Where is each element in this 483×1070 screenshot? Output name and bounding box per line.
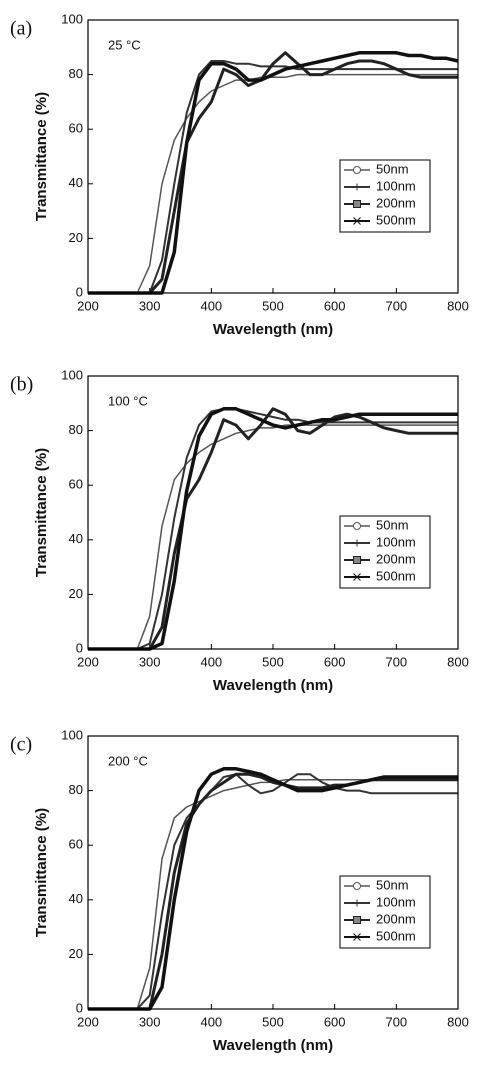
x-tick-label: 400 [200, 654, 222, 669]
y-axis-label: Transmittance (%) [33, 808, 50, 937]
legend-label: 50nm [376, 161, 409, 176]
plot-frame [87, 375, 459, 650]
legend-label: 50nm [376, 517, 409, 532]
annotation: 200 °C [108, 753, 148, 768]
x-tick-label: 500 [262, 298, 284, 313]
x-tick-label: 700 [385, 298, 407, 313]
y-tick-label: 40 [69, 531, 83, 546]
x-tick-label: 300 [139, 298, 161, 313]
panel-label: (c) [10, 734, 32, 756]
x-tick-label: 800 [447, 654, 469, 669]
y-tick-label: 0 [76, 640, 83, 655]
y-axis-label: Transmittance (%) [33, 92, 50, 221]
x-axis-label: Wavelength (nm) [213, 1037, 333, 1054]
legend-marker [353, 933, 361, 941]
y-tick-label: 20 [69, 586, 83, 601]
legend-marker [353, 573, 361, 581]
y-tick-label: 60 [69, 477, 83, 492]
series-line [88, 773, 458, 1010]
x-tick-label: 200 [77, 298, 99, 313]
legend-marker [353, 166, 361, 174]
y-tick-label: 80 [69, 422, 83, 437]
legend-label: 500nm [376, 568, 416, 583]
x-tick-label: 600 [324, 1014, 346, 1029]
legend-marker [353, 183, 361, 191]
x-tick-label: 400 [200, 298, 222, 313]
legend-marker [353, 882, 361, 890]
y-tick-label: 80 [69, 66, 83, 81]
y-tick-label: 20 [69, 230, 83, 245]
y-tick-label: 100 [61, 367, 83, 382]
series-line [88, 73, 458, 294]
legend-marker [353, 217, 361, 225]
panel: (c) 0 20 40 60 80 100 200 300 400 500 600 700 800 Wave… [10, 727, 469, 1054]
legend-marker [353, 539, 361, 547]
series-line [88, 407, 458, 650]
x-tick-label: 300 [139, 654, 161, 669]
annotation: 100 °C [108, 393, 148, 408]
legend-label: 500nm [376, 212, 416, 227]
x-tick-label: 800 [447, 1014, 469, 1029]
x-tick-label: 800 [447, 298, 469, 313]
x-tick-label: 500 [262, 1014, 284, 1029]
panel-label: (a) [10, 18, 32, 40]
legend-marker [353, 200, 361, 208]
x-tick-label: 700 [385, 1014, 407, 1029]
legend-label: 200nm [376, 911, 416, 926]
y-tick-label: 100 [61, 727, 83, 742]
legend-marker [353, 916, 361, 924]
legend-label: 50nm [376, 877, 409, 892]
y-tick-label: 20 [69, 946, 83, 961]
x-tick-label: 300 [139, 1014, 161, 1029]
legend-marker [353, 522, 361, 530]
panel: (b) 0 20 40 60 80 100 200 300 400 500 600 700 800 Wave… [10, 367, 469, 694]
legend-label: 100nm [376, 534, 416, 549]
panel: (a) 0 20 40 60 80 100 200 300 400 500 600 700 800 Wave… [10, 11, 469, 338]
y-tick-label: 60 [69, 837, 83, 852]
panel-label: (b) [10, 374, 33, 396]
y-tick-label: 0 [76, 1000, 83, 1015]
y-tick-label: 60 [69, 121, 83, 136]
legend-label: 200nm [376, 551, 416, 566]
legend-label: 500nm [376, 928, 416, 943]
x-tick-label: 700 [385, 654, 407, 669]
x-tick-label: 200 [77, 1014, 99, 1029]
legend-label: 100nm [376, 178, 416, 193]
x-tick-label: 500 [262, 654, 284, 669]
plot-frame [87, 735, 459, 1010]
x-tick-label: 200 [77, 654, 99, 669]
legend-label: 100nm [376, 894, 416, 909]
plot-frame [87, 19, 459, 294]
x-axis-label: Wavelength (nm) [213, 321, 333, 338]
x-tick-label: 600 [324, 298, 346, 313]
y-axis-label: Transmittance (%) [33, 448, 50, 577]
annotation: 25 °C [108, 37, 141, 52]
y-tick-label: 0 [76, 284, 83, 299]
y-tick-label: 40 [69, 891, 83, 906]
series-line [88, 424, 458, 650]
y-tick-label: 80 [69, 782, 83, 797]
x-tick-label: 600 [324, 654, 346, 669]
legend-marker [353, 899, 361, 907]
legend-label: 200nm [376, 195, 416, 210]
y-tick-label: 40 [69, 175, 83, 190]
x-axis-label: Wavelength (nm) [213, 677, 333, 694]
y-tick-label: 100 [61, 11, 83, 26]
x-tick-label: 400 [200, 1014, 222, 1029]
legend-marker [353, 556, 361, 564]
